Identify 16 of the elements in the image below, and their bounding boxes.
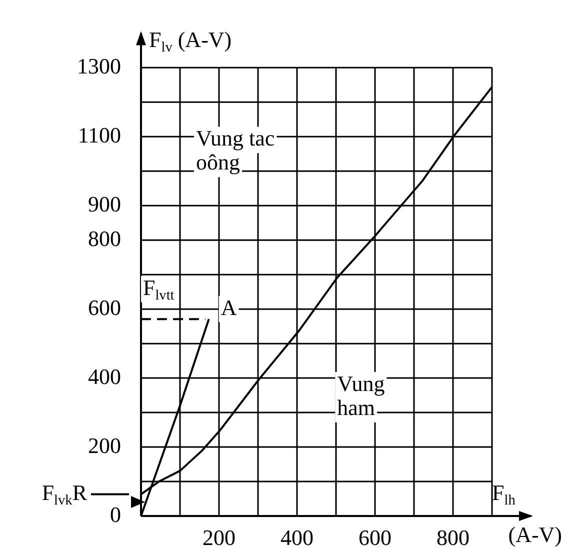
y-tick-label: 800 (88, 226, 121, 251)
annotation: A (220, 294, 237, 320)
x-tick-label: 600 (358, 524, 392, 550)
annotation: Vung tac oông (196, 126, 275, 175)
x-tick-label: 800 (436, 524, 470, 550)
y-tick-label: 400 (88, 364, 121, 389)
y-tick-label: 200 (88, 432, 121, 458)
text: (A-V) (508, 522, 562, 547)
annotation: Vung ham (337, 370, 385, 420)
y-tick-label: 600 (88, 294, 121, 320)
y-tick-label: 900 (88, 191, 121, 216)
y-tick-label: 1100 (78, 122, 121, 148)
y-tick-label: 1300 (77, 53, 121, 78)
x-tick-label: 400 (280, 524, 314, 550)
x-tick-label: 200 (202, 524, 236, 550)
y-tick-label: 0 (110, 502, 121, 527)
